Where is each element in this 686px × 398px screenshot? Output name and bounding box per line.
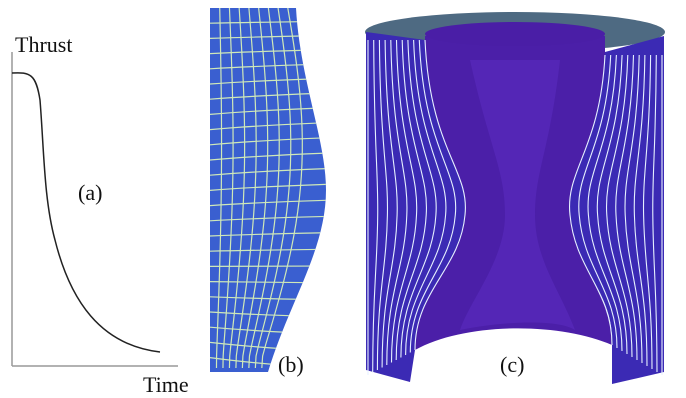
panel-label: (c) bbox=[500, 352, 524, 377]
figure: Thrust (a) Time (b) (c) bbox=[0, 0, 686, 398]
panel-a: Thrust (a) Time bbox=[12, 32, 189, 397]
panel-label: (a) bbox=[78, 180, 102, 205]
mesh-body bbox=[210, 8, 326, 372]
panel-c: (c) bbox=[365, 12, 665, 384]
top-opening bbox=[425, 22, 605, 46]
x-axis-label: Time bbox=[143, 372, 189, 397]
panel-b: (b) bbox=[210, 8, 330, 377]
thrust-curve bbox=[12, 73, 160, 352]
panel-label: (b) bbox=[278, 352, 304, 377]
y-axis-label: Thrust bbox=[15, 32, 72, 57]
